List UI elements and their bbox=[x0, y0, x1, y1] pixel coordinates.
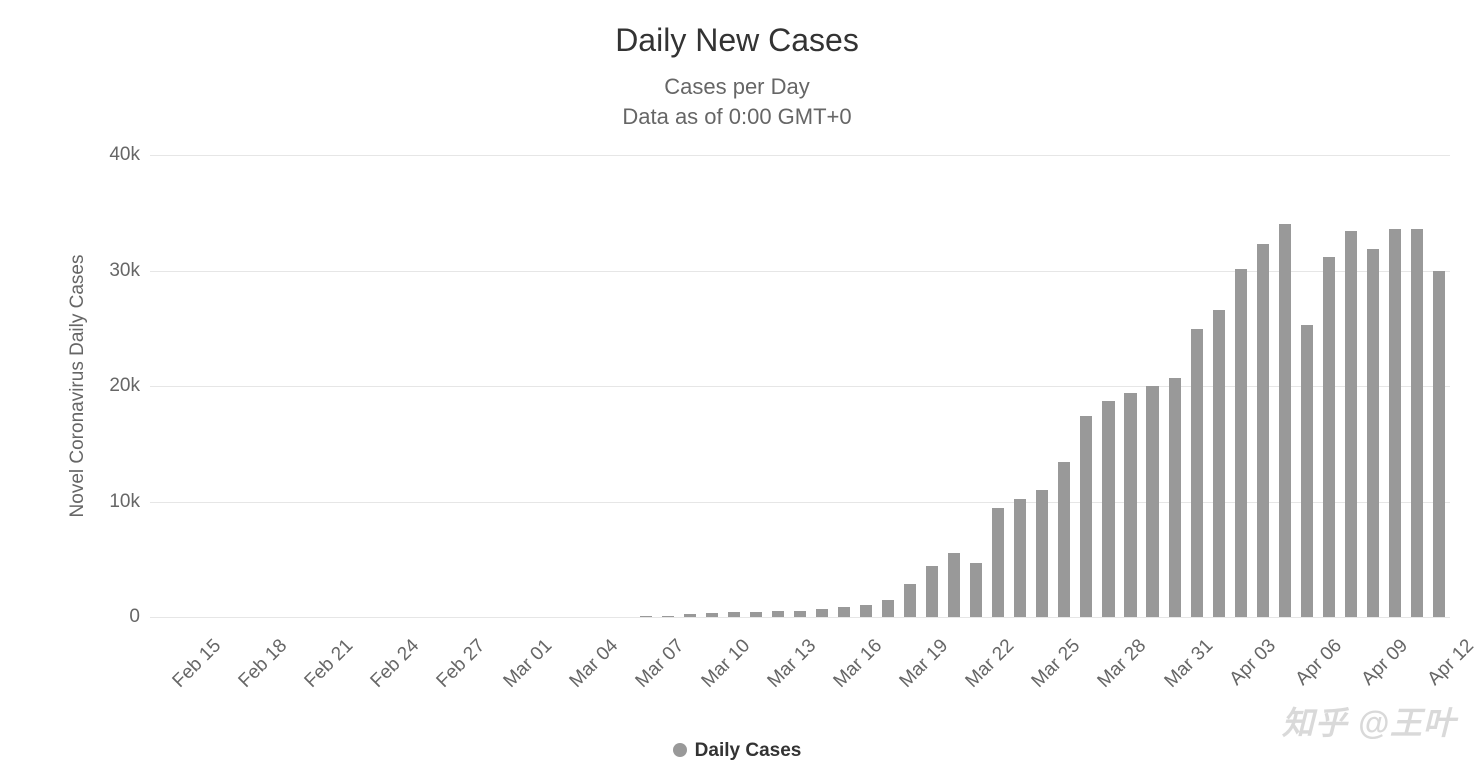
x-tick-label: Apr 06 bbox=[1291, 635, 1346, 690]
x-tick-label: Mar 13 bbox=[763, 635, 820, 692]
x-tick-label: Mar 07 bbox=[631, 635, 688, 692]
bar[interactable] bbox=[1191, 329, 1203, 617]
bar[interactable] bbox=[684, 614, 696, 617]
legend-label: Daily Cases bbox=[695, 740, 802, 761]
legend: Daily Cases bbox=[0, 740, 1474, 762]
x-tick-label: Mar 01 bbox=[499, 635, 556, 692]
x-tick-label: Feb 24 bbox=[367, 635, 424, 692]
bar[interactable] bbox=[662, 616, 674, 617]
y-tick-label: 30k bbox=[80, 260, 140, 282]
x-tick-labels-group: Feb 15Feb 18Feb 21Feb 24Feb 27Mar 01Mar … bbox=[150, 622, 1450, 702]
bar[interactable] bbox=[1014, 499, 1026, 617]
y-tick-label: 0 bbox=[80, 606, 140, 628]
y-tick-label: 10k bbox=[80, 491, 140, 513]
x-tick-label: Mar 31 bbox=[1160, 635, 1217, 692]
watermark-text: 知乎 @王叶 bbox=[1282, 698, 1456, 744]
x-tick-label: Apr 12 bbox=[1424, 635, 1474, 690]
chart-container: Daily New Cases Cases per Day Data as of… bbox=[0, 0, 1474, 780]
bar[interactable] bbox=[728, 612, 740, 617]
bar[interactable] bbox=[1411, 229, 1423, 617]
gridline bbox=[150, 617, 1450, 618]
bar[interactable] bbox=[640, 616, 652, 617]
bar[interactable] bbox=[1257, 244, 1269, 617]
x-tick-label: Feb 27 bbox=[433, 635, 490, 692]
bar[interactable] bbox=[970, 563, 982, 617]
bar[interactable] bbox=[1433, 271, 1445, 618]
bar[interactable] bbox=[1124, 393, 1136, 617]
y-tick-label: 20k bbox=[80, 375, 140, 397]
plot-area bbox=[150, 155, 1450, 617]
bar[interactable] bbox=[1213, 310, 1225, 617]
bar[interactable] bbox=[1367, 249, 1379, 617]
bar[interactable] bbox=[1058, 462, 1070, 617]
chart-subtitle-line-1: Cases per Day bbox=[664, 74, 810, 99]
x-tick-label: Mar 10 bbox=[697, 635, 754, 692]
x-tick-label: Mar 19 bbox=[896, 635, 953, 692]
x-tick-label: Mar 28 bbox=[1094, 635, 1151, 692]
bars-group bbox=[150, 155, 1450, 617]
bar[interactable] bbox=[816, 609, 828, 617]
legend-marker-icon bbox=[673, 743, 687, 757]
bar[interactable] bbox=[948, 553, 960, 617]
bar[interactable] bbox=[1102, 401, 1114, 617]
bar[interactable] bbox=[926, 566, 938, 617]
x-tick-label: Mar 04 bbox=[565, 635, 622, 692]
bar[interactable] bbox=[1235, 269, 1247, 617]
bar[interactable] bbox=[1345, 231, 1357, 617]
bar[interactable] bbox=[1080, 416, 1092, 617]
bar[interactable] bbox=[772, 611, 784, 617]
bar[interactable] bbox=[1323, 257, 1335, 617]
x-tick-label: Feb 21 bbox=[301, 635, 358, 692]
y-tick-label: 40k bbox=[80, 144, 140, 166]
chart-subtitle-line-2: Data as of 0:00 GMT+0 bbox=[622, 104, 851, 129]
bar[interactable] bbox=[882, 600, 894, 617]
bar[interactable] bbox=[794, 611, 806, 617]
bar[interactable] bbox=[1146, 386, 1158, 617]
bar[interactable] bbox=[1389, 229, 1401, 617]
bar[interactable] bbox=[706, 613, 718, 617]
bar[interactable] bbox=[992, 508, 1004, 617]
x-tick-label: Apr 09 bbox=[1357, 635, 1412, 690]
bar[interactable] bbox=[1301, 325, 1313, 617]
bar[interactable] bbox=[1036, 490, 1048, 617]
x-tick-label: Feb 15 bbox=[169, 635, 226, 692]
x-tick-label: Mar 22 bbox=[962, 635, 1019, 692]
bar[interactable] bbox=[904, 584, 916, 617]
bar[interactable] bbox=[1279, 224, 1291, 617]
x-tick-label: Feb 18 bbox=[235, 635, 292, 692]
bar[interactable] bbox=[1169, 378, 1181, 617]
chart-subtitle: Cases per Day Data as of 0:00 GMT+0 bbox=[0, 72, 1474, 131]
bar[interactable] bbox=[860, 605, 872, 617]
chart-title: Daily New Cases bbox=[0, 22, 1474, 59]
bar[interactable] bbox=[750, 612, 762, 617]
x-tick-label: Apr 03 bbox=[1225, 635, 1280, 690]
x-tick-label: Mar 25 bbox=[1028, 635, 1085, 692]
bar[interactable] bbox=[838, 607, 850, 617]
x-tick-label: Mar 16 bbox=[830, 635, 887, 692]
